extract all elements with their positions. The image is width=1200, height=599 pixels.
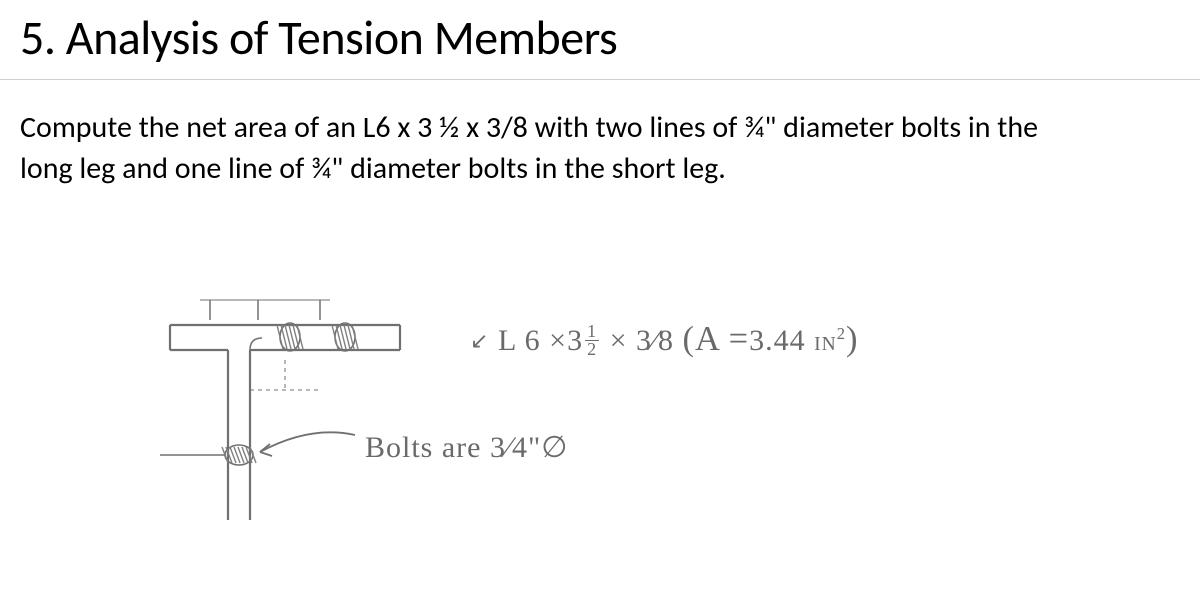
angle-sketch-svg [130, 270, 460, 570]
angle-designation-label: ↙ L 6 ×312 × 3∕8 (A =3.44 IN2) [470, 320, 858, 360]
area-close: ) [846, 320, 859, 358]
area-unit-exp: 2 [837, 324, 846, 343]
angle-thickness: 3∕8 [636, 324, 674, 357]
angle-fraction: 12 [585, 323, 599, 356]
bolts-prefix: Bolts are [365, 431, 490, 464]
angle-prefix: L 6 ×3 [498, 324, 583, 357]
section-heading: 5. Analysis of Tension Members [0, 0, 1200, 80]
area-open: (A = [683, 320, 750, 358]
bolts-suffix: "∅ [528, 431, 568, 464]
arrow-leader-text: ↙ [470, 328, 489, 353]
area-unit: IN [814, 334, 837, 355]
sketch-area: ↙ L 6 ×312 × 3∕8 (A =3.44 IN2) Bolts are… [170, 280, 1070, 590]
frac-den: 2 [585, 341, 599, 357]
bolts-frac: 3∕4 [490, 431, 528, 464]
angle-mid: × [601, 324, 636, 357]
area-value: 3.44 [749, 324, 806, 357]
problem-statement: Compute the net area of an L6 x 3 ½ x 3/… [0, 80, 1100, 209]
bolts-label: Bolts are 3∕4"∅ [365, 430, 568, 465]
